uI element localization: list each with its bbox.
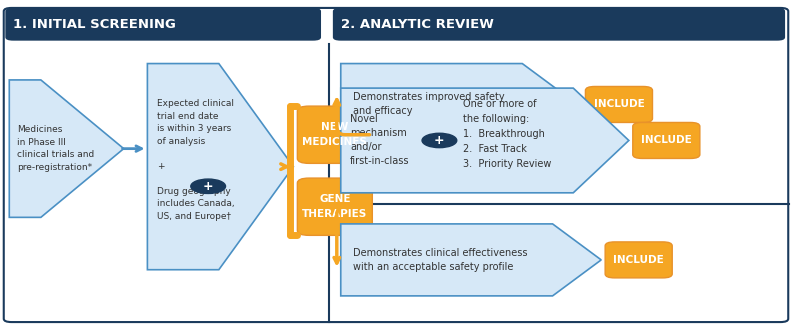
Circle shape [191, 179, 226, 193]
Polygon shape [147, 64, 293, 270]
Text: Demonstrates improved safety
and efficacy: Demonstrates improved safety and efficac… [352, 92, 505, 116]
Text: One or more of
the following:
1.  Breakthrough
2.  Fast Track
3.  Priority Revie: One or more of the following: 1. Breakth… [463, 99, 551, 169]
FancyBboxPatch shape [605, 242, 672, 278]
FancyBboxPatch shape [633, 122, 700, 158]
Polygon shape [341, 88, 629, 193]
FancyBboxPatch shape [297, 106, 372, 163]
Polygon shape [10, 80, 124, 217]
Circle shape [422, 133, 457, 148]
Text: INCLUDE: INCLUDE [641, 135, 691, 146]
FancyBboxPatch shape [585, 86, 653, 122]
FancyBboxPatch shape [6, 8, 321, 41]
FancyBboxPatch shape [297, 178, 372, 235]
Text: Demonstrates clinical effectiveness
with an acceptable safety profile: Demonstrates clinical effectiveness with… [352, 248, 527, 272]
Text: 1. INITIAL SCREENING: 1. INITIAL SCREENING [13, 18, 176, 31]
Text: 2. ANALYTIC REVIEW: 2. ANALYTIC REVIEW [341, 18, 493, 31]
Polygon shape [341, 64, 577, 146]
Text: INCLUDE: INCLUDE [593, 99, 645, 110]
Text: Expected clinical
trial end date
is within 3 years
of analysis

+

Drug geograph: Expected clinical trial end date is with… [157, 99, 234, 221]
Text: +: + [434, 134, 445, 147]
FancyBboxPatch shape [333, 8, 785, 41]
Polygon shape [341, 224, 601, 296]
Text: Novel
mechanism
and/or
first-in-class: Novel mechanism and/or first-in-class [350, 115, 409, 166]
Text: INCLUDE: INCLUDE [613, 255, 664, 265]
Text: +: + [203, 180, 214, 193]
Text: GENE
THERAPIES: GENE THERAPIES [303, 194, 367, 219]
Text: Medicines
in Phase III
clinical trials and
pre-registration*: Medicines in Phase III clinical trials a… [17, 125, 94, 172]
Text: NEW
MEDICINES: NEW MEDICINES [303, 122, 367, 147]
